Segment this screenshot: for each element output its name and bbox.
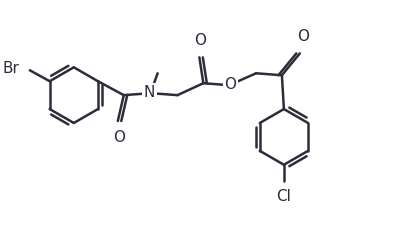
Text: O: O (194, 33, 206, 48)
Text: N: N (144, 85, 155, 100)
Text: Cl: Cl (276, 189, 291, 204)
Text: O: O (113, 130, 125, 145)
Text: O: O (224, 77, 236, 92)
Text: Br: Br (3, 61, 20, 76)
Text: O: O (297, 29, 309, 44)
